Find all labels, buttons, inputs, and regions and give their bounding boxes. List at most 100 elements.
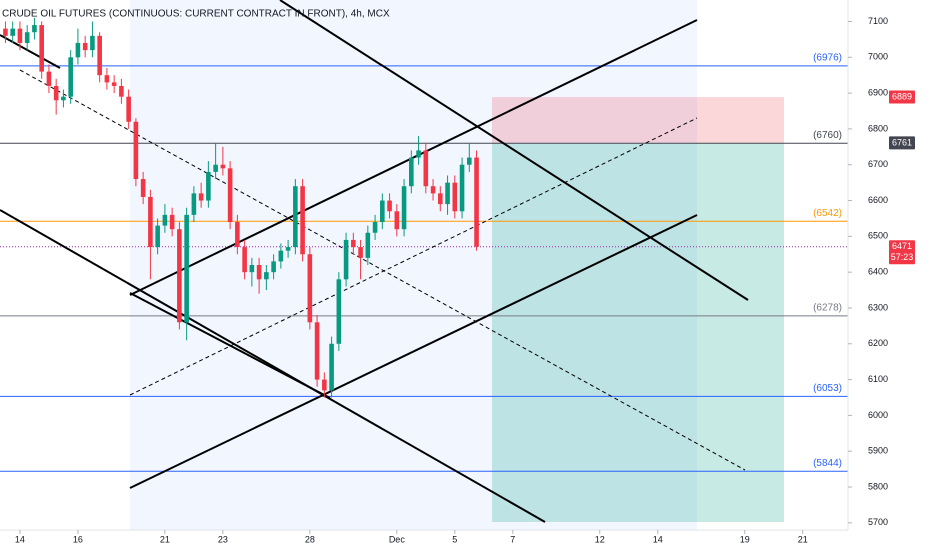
candle-body bbox=[75, 42, 81, 58]
candle-body bbox=[445, 182, 450, 205]
candle-body bbox=[474, 157, 479, 247]
chart-title: CRUDE OIL FUTURES (CONTINUOUS: CURRENT C… bbox=[2, 9, 390, 20]
x-tick-label: 12 bbox=[595, 534, 605, 544]
candle-body bbox=[307, 254, 313, 323]
trend-line bbox=[129, 117, 698, 396]
countdown-label: 57:23 bbox=[891, 252, 914, 262]
candle-body bbox=[213, 164, 218, 172]
candle-body bbox=[293, 186, 298, 248]
candle-body bbox=[416, 150, 421, 158]
candle-body bbox=[10, 28, 15, 36]
candle-body bbox=[438, 193, 443, 205]
candle-body bbox=[140, 179, 146, 197]
candle-body bbox=[155, 225, 160, 248]
candle-body bbox=[387, 200, 392, 212]
y-tick-label: 7000 bbox=[868, 52, 888, 62]
level-label: (5844) bbox=[813, 458, 842, 469]
y-tick-label: 6000 bbox=[868, 410, 888, 420]
x-tick-label: 28 bbox=[305, 534, 315, 544]
level-label: (6976) bbox=[813, 53, 842, 64]
candle-body bbox=[61, 96, 66, 101]
price-badge-label: 6889 bbox=[892, 91, 912, 101]
level-label: (6278) bbox=[813, 302, 842, 313]
trend-line bbox=[279, 0, 749, 301]
trend-line bbox=[0, 34, 61, 69]
candle-body bbox=[177, 229, 182, 323]
candle-body bbox=[97, 35, 102, 76]
x-tick-label: 7 bbox=[510, 534, 515, 544]
y-tick-label: 6400 bbox=[868, 267, 888, 277]
candle-body bbox=[220, 164, 226, 169]
candle-body bbox=[409, 157, 414, 187]
candle-body bbox=[329, 343, 334, 391]
candle-body bbox=[235, 222, 240, 248]
candle-body bbox=[119, 85, 124, 97]
price-badge bbox=[889, 136, 915, 150]
target-zone bbox=[492, 143, 784, 522]
x-tick-label: 16 bbox=[73, 534, 83, 544]
candle-body bbox=[300, 186, 305, 255]
trend-lines bbox=[0, 0, 749, 523]
y-tick-label: 5900 bbox=[868, 446, 888, 456]
y-tick-label: 5700 bbox=[868, 517, 888, 527]
candle-body bbox=[430, 186, 436, 194]
price-badge-label: 6761 bbox=[892, 137, 912, 147]
candle-body bbox=[466, 157, 472, 165]
candle-body bbox=[126, 96, 131, 122]
candle-body bbox=[104, 75, 110, 83]
candle-body bbox=[198, 193, 204, 201]
y-tick-label: 6200 bbox=[868, 338, 888, 348]
candle-body bbox=[271, 261, 276, 273]
stop-zone bbox=[492, 97, 784, 143]
trend-line bbox=[0, 209, 546, 523]
candle-body bbox=[46, 71, 52, 86]
x-tick-label: 21 bbox=[160, 534, 170, 544]
candle-body bbox=[169, 214, 175, 230]
y-tick-label: 7100 bbox=[868, 16, 888, 26]
candle-body bbox=[459, 164, 465, 212]
level-label: (6053) bbox=[813, 383, 842, 394]
candle-body bbox=[90, 35, 95, 51]
candle-body bbox=[358, 247, 363, 258]
candle-body bbox=[184, 214, 189, 323]
y-tick-label: 6300 bbox=[868, 302, 888, 312]
candle-body bbox=[53, 85, 59, 101]
candle-body bbox=[148, 196, 153, 248]
trend-line bbox=[129, 19, 698, 296]
candle-body bbox=[394, 211, 400, 230]
y-tick-label: 6100 bbox=[868, 374, 888, 384]
candle-body bbox=[24, 32, 30, 43]
trend-line bbox=[129, 214, 698, 489]
x-tick-label: 5 bbox=[452, 534, 457, 544]
candle-body bbox=[351, 239, 356, 248]
price-badge-label: 6471 bbox=[892, 241, 912, 251]
trend-line bbox=[19, 69, 746, 471]
candle-body bbox=[227, 168, 233, 223]
candle-body bbox=[17, 28, 23, 43]
x-tick-label: 19 bbox=[740, 534, 750, 544]
candle-body bbox=[372, 222, 378, 233]
candle-body bbox=[285, 247, 291, 251]
price-badge bbox=[889, 240, 915, 265]
x-tick-label: 14 bbox=[653, 534, 663, 544]
candle-body bbox=[336, 279, 342, 344]
candle-body bbox=[162, 214, 168, 226]
candle-body bbox=[133, 121, 139, 180]
candle-body bbox=[242, 247, 247, 273]
candle-body bbox=[111, 82, 117, 86]
candle-body bbox=[3, 28, 8, 36]
candle-body bbox=[380, 200, 385, 223]
x-tick-label: 14 bbox=[15, 534, 25, 544]
y-tick-label: 6600 bbox=[868, 195, 888, 205]
y-tick-label: 6800 bbox=[868, 123, 888, 133]
candle-body bbox=[32, 25, 37, 33]
candle-body bbox=[322, 379, 327, 391]
y-tick-label: 6700 bbox=[868, 159, 888, 169]
y-tick-label: 6500 bbox=[868, 231, 888, 241]
candle-body bbox=[365, 232, 371, 258]
x-tick-label: 21 bbox=[798, 534, 808, 544]
candle-body bbox=[452, 182, 458, 212]
candle-body bbox=[249, 265, 255, 273]
candle-body bbox=[68, 57, 73, 97]
